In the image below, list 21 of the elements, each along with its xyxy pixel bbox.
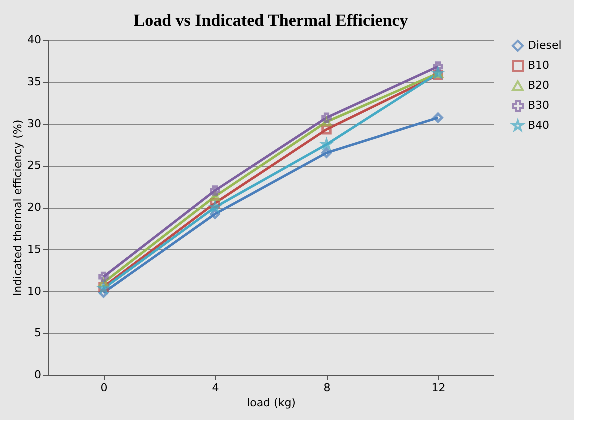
y-tick-label: 5 xyxy=(34,326,42,340)
legend-label: B30 xyxy=(528,99,550,112)
y-tick-label: 20 xyxy=(28,201,42,214)
y-tick-label: 15 xyxy=(28,242,42,256)
legend-label: Diesel xyxy=(528,39,562,52)
y-tick-label: 35 xyxy=(28,75,42,88)
y-tick-label: 25 xyxy=(28,159,42,172)
x-tick-label: 4 xyxy=(212,382,220,394)
y-tick-label: 10 xyxy=(28,284,42,298)
legend-label: B40 xyxy=(528,119,550,132)
legend-label: B20 xyxy=(528,79,550,92)
chart-title: Load vs Indicated Thermal Efficiency xyxy=(134,11,409,30)
legend-label: B10 xyxy=(528,59,550,72)
y-axis-title: Indicated thermal efficiency (%) xyxy=(12,120,25,296)
y-tick-label: 40 xyxy=(28,34,42,46)
x-tick-label: 8 xyxy=(324,382,331,394)
y-tick-label: 30 xyxy=(28,117,42,130)
x-tick-label: 0 xyxy=(100,382,108,394)
x-axis-title: load (kg) xyxy=(247,396,296,410)
x-tick-label: 12 xyxy=(432,382,446,394)
y-tick-label: 0 xyxy=(34,368,42,382)
